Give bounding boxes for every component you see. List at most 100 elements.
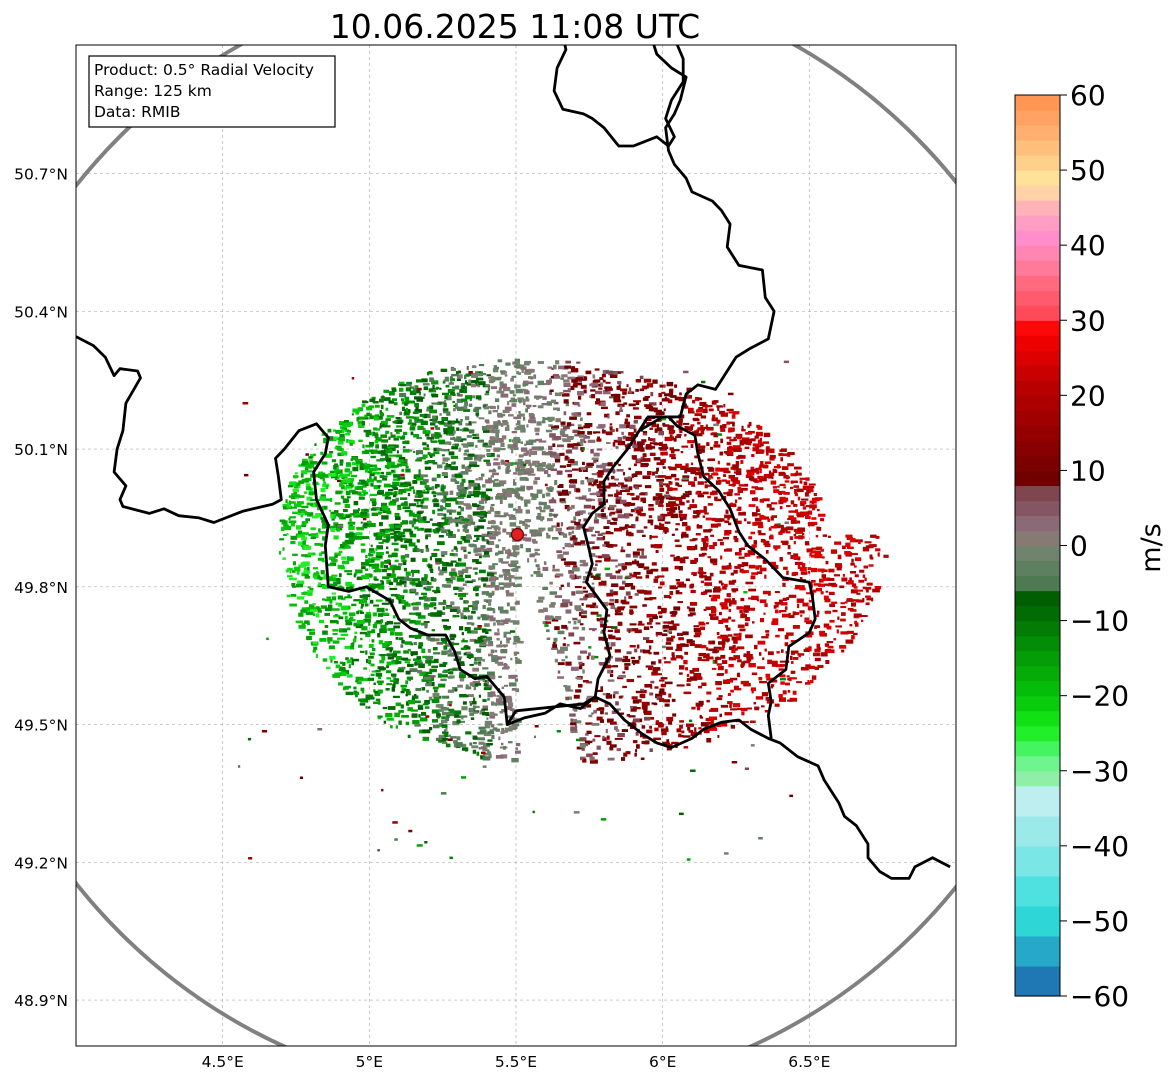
velocity-echo [425, 533, 431, 538]
velocity-echo [538, 468, 546, 472]
velocity-echo [626, 414, 630, 418]
velocity-echo [430, 422, 436, 426]
velocity-echo [369, 498, 377, 502]
velocity-echo [362, 400, 368, 404]
velocity-echo [837, 554, 842, 560]
velocity-echo [630, 509, 635, 513]
velocity-echo [567, 561, 576, 566]
velocity-echo [380, 434, 387, 438]
velocity-echo [549, 433, 556, 438]
velocity-echo [378, 541, 384, 544]
velocity-echo [460, 482, 465, 487]
velocity-echo [430, 637, 435, 642]
velocity-echo [458, 505, 462, 509]
velocity-echo [318, 471, 323, 474]
velocity-echo [481, 591, 490, 595]
velocity-echo [338, 602, 342, 607]
velocity-echo [704, 535, 708, 539]
velocity-echo [445, 605, 452, 608]
velocity-echo [661, 391, 666, 394]
velocity-echo [421, 420, 428, 425]
velocity-echo [554, 480, 558, 483]
velocity-echo [661, 446, 669, 450]
velocity-echo [412, 519, 421, 522]
velocity-echo [385, 551, 390, 554]
velocity-echo [360, 512, 368, 517]
velocity-echo [515, 467, 521, 472]
velocity-echo [575, 676, 582, 679]
velocity-echo [456, 615, 460, 618]
velocity-echo [354, 631, 358, 634]
velocity-echo [620, 440, 623, 445]
velocity-echo [717, 406, 720, 411]
velocity-echo [525, 548, 531, 553]
velocity-echo [393, 398, 397, 401]
velocity-echo [404, 509, 412, 513]
velocity-echo [554, 392, 562, 397]
velocity-echo [515, 743, 521, 747]
velocity-echo [394, 429, 402, 432]
velocity-echo [534, 427, 540, 432]
velocity-echo [577, 655, 582, 661]
velocity-echo [597, 470, 604, 473]
velocity-echo [486, 717, 489, 720]
velocity-echo [736, 646, 745, 650]
velocity-echo [560, 531, 564, 536]
velocity-echo [469, 461, 478, 466]
velocity-echo [441, 716, 449, 720]
velocity-echo [498, 675, 502, 678]
velocity-echo [669, 466, 676, 470]
velocity-echo [658, 611, 663, 615]
velocity-echo [492, 563, 498, 566]
velocity-echo [683, 660, 688, 665]
velocity-echo [748, 588, 757, 592]
velocity-echo [429, 727, 433, 731]
velocity-echo [656, 467, 659, 472]
velocity-echo [663, 621, 670, 624]
velocity-echo [552, 568, 560, 572]
velocity-echo [596, 464, 603, 469]
velocity-echo [298, 564, 307, 568]
velocity-echo [341, 484, 345, 490]
velocity-echo [394, 514, 399, 518]
velocity-echo [787, 463, 794, 467]
velocity-echo [803, 481, 808, 486]
velocity-echo [685, 463, 689, 468]
velocity-echo [436, 448, 442, 451]
velocity-echo [346, 572, 353, 575]
velocity-echo [538, 527, 546, 531]
velocity-echo [565, 661, 572, 666]
velocity-echo [463, 554, 468, 559]
velocity-echo [398, 489, 407, 493]
velocity-echo [352, 533, 357, 538]
velocity-echo [519, 520, 522, 525]
velocity-echo [401, 435, 406, 440]
velocity-echo [635, 400, 640, 405]
velocity-echo [330, 514, 334, 519]
velocity-echo [636, 563, 645, 567]
velocity-echo [716, 697, 723, 701]
map-panel[interactable]: Product: 0.5° Radial Velocity Range: 125… [0, 0, 1080, 1081]
velocity-echo [422, 736, 430, 741]
velocity-echo [368, 550, 376, 554]
velocity-echo [814, 554, 823, 559]
velocity-echo [757, 475, 764, 480]
velocity-echo [314, 502, 318, 506]
velocity-echo [639, 388, 645, 392]
velocity-echo [669, 496, 676, 499]
velocity-echo [407, 577, 413, 581]
velocity-echo [669, 434, 673, 437]
velocity-echo [479, 569, 486, 574]
velocity-echo [564, 455, 569, 460]
velocity-echo [828, 582, 836, 587]
velocity-echo [501, 727, 505, 732]
velocity-echo [675, 528, 679, 531]
velocity-echo [288, 517, 291, 521]
velocity-echo [817, 610, 820, 615]
velocity-echo [525, 478, 529, 481]
velocity-echo [669, 596, 672, 599]
velocity-echo [336, 527, 340, 532]
velocity-echo [666, 747, 672, 751]
velocity-echo [695, 674, 700, 678]
velocity-echo [301, 554, 308, 557]
